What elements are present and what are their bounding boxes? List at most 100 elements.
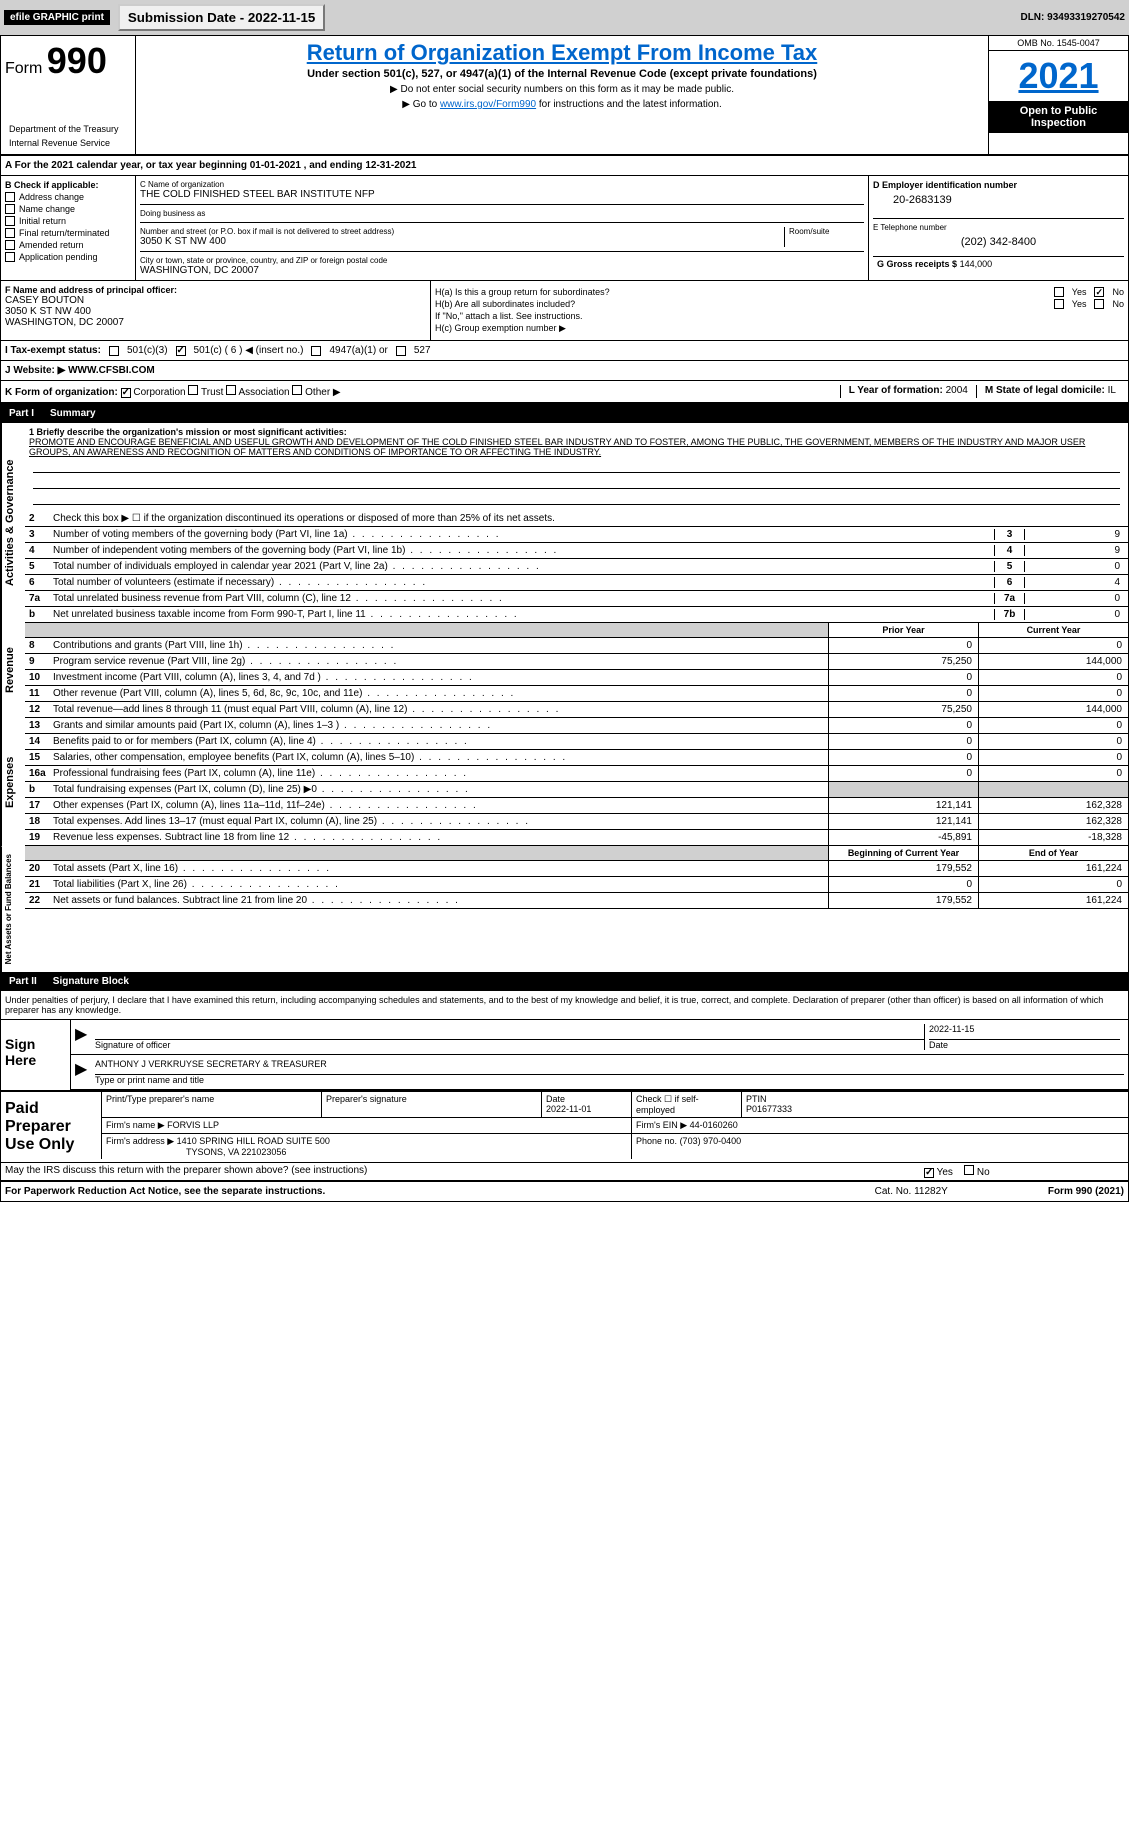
officer-addr1: 3050 K ST NW 400 <box>5 306 426 317</box>
q2-row: 2 Check this box ▶ ☐ if the organization… <box>25 511 1128 527</box>
assoc-checkbox[interactable] <box>226 385 236 395</box>
sign-here-section: Sign Here ▶ Signature of officer 2022-11… <box>1 1019 1128 1090</box>
sections-bcdeg: B Check if applicable: Address change Na… <box>1 176 1128 281</box>
paid-label: Paid Preparer Use Only <box>1 1092 101 1162</box>
firm-ein: 44-0160260 <box>690 1120 738 1130</box>
hb-yes-checkbox[interactable] <box>1054 299 1064 309</box>
tax-year[interactable]: 2021 <box>989 51 1128 101</box>
room-label: Room/suite <box>789 227 864 236</box>
mission-block: 1 Briefly describe the organization's mi… <box>25 423 1128 511</box>
self-employed-check[interactable]: Check ☐ if self-employed <box>632 1092 742 1117</box>
q1-label: 1 Briefly describe the organization's mi… <box>29 427 1124 437</box>
form-right: OMB No. 1545-0047 2021 Open to Public In… <box>988 36 1128 154</box>
form-subtitle: Under section 501(c), 527, or 4947(a)(1)… <box>140 68 984 80</box>
firm-phone: (703) 970-0400 <box>680 1136 742 1146</box>
section-h: H(a) Is this a group return for subordin… <box>431 281 1128 340</box>
527-checkbox[interactable] <box>396 346 406 356</box>
org-address: 3050 K ST NW 400 <box>140 236 784 247</box>
table-row: 9Program service revenue (Part VIII, lin… <box>25 654 1128 670</box>
table-row: 19Revenue less expenses. Subtract line 1… <box>25 830 1128 846</box>
dln-text: DLN: 93493319270542 <box>1020 12 1125 23</box>
efile-badge: efile GRAPHIC print <box>4 10 110 25</box>
expenses-label: Expenses <box>1 718 25 846</box>
table-row: bTotal fundraising expenses (Part IX, co… <box>25 782 1128 798</box>
table-row: 21Total liabilities (Part X, line 26)00 <box>25 877 1128 893</box>
checkbox-amended[interactable]: Amended return <box>5 240 131 250</box>
section-a: A For the 2021 calendar year, or tax yea… <box>1 156 1128 176</box>
phone-label: E Telephone number <box>873 223 1124 232</box>
revenue-section: Revenue Prior Year Current Year 8Contrib… <box>1 623 1128 718</box>
table-row: 4Number of independent voting members of… <box>25 543 1128 559</box>
table-row: 12Total revenue—add lines 8 through 11 (… <box>25 702 1128 718</box>
checkbox-address-change[interactable]: Address change <box>5 192 131 202</box>
table-row: bNet unrelated business taxable income f… <box>25 607 1128 623</box>
part1-title: Summary <box>50 408 96 419</box>
discuss-no-checkbox[interactable] <box>964 1165 974 1175</box>
table-row: 22Net assets or fund balances. Subtract … <box>25 893 1128 909</box>
org-name-label: C Name of organization <box>140 180 864 189</box>
sig-officer-label: Signature of officer <box>95 1040 924 1050</box>
org-name: THE COLD FINISHED STEEL BAR INSTITUTE NF… <box>140 189 864 200</box>
discuss-yes-checkbox[interactable] <box>924 1168 934 1178</box>
table-row: 8Contributions and grants (Part VIII, li… <box>25 638 1128 654</box>
ha-yes-checkbox[interactable] <box>1054 287 1064 297</box>
revenue-header: Prior Year Current Year <box>25 623 1128 638</box>
irs-link[interactable]: www.irs.gov/Form990 <box>440 99 536 110</box>
begin-year-label: Beginning of Current Year <box>828 846 978 860</box>
table-row: 7aTotal unrelated business revenue from … <box>25 591 1128 607</box>
firm-addr1: 1410 SPRING HILL ROAD SUITE 500 <box>177 1136 330 1146</box>
date-label: Date <box>929 1040 1120 1050</box>
dba-label: Doing business as <box>140 209 864 218</box>
footer-right: Form 990 (2021) <box>1048 1186 1124 1197</box>
4947-checkbox[interactable] <box>311 346 321 356</box>
org-city: WASHINGTON, DC 20007 <box>140 265 864 276</box>
header-bar: efile GRAPHIC print Submission Date - 20… <box>0 0 1129 35</box>
addr-label: Number and street (or P.O. box if mail i… <box>140 227 784 236</box>
table-row: 11Other revenue (Part VIII, column (A), … <box>25 686 1128 702</box>
section-l: L Year of formation: 2004 <box>840 385 976 398</box>
section-deg: D Employer identification number 20-2683… <box>868 176 1128 280</box>
gross-receipts: G Gross receipts $ 144,000 <box>873 257 1124 271</box>
net-header: Beginning of Current Year End of Year <box>25 846 1128 861</box>
form-center: Return of Organization Exempt From Incom… <box>136 36 988 154</box>
form-left: Form 990 Department of the Treasury Inte… <box>1 36 136 154</box>
sign-arrow-icon: ▶ <box>75 1024 95 1050</box>
form-number: 990 <box>47 40 107 81</box>
corp-checkbox[interactable] <box>121 388 131 398</box>
paid-preparer-section: Paid Preparer Use Only Print/Type prepar… <box>1 1090 1128 1162</box>
sign-arrow2-icon: ▶ <box>75 1059 95 1085</box>
table-row: 3Number of voting members of the governi… <box>25 527 1128 543</box>
trust-checkbox[interactable] <box>188 385 198 395</box>
ha-no-checkbox[interactable] <box>1094 287 1104 297</box>
phone-value: (202) 342-8400 <box>873 232 1124 252</box>
penalty-text: Under penalties of perjury, I declare th… <box>1 991 1128 1019</box>
footer-left: For Paperwork Reduction Act Notice, see … <box>5 1186 875 1197</box>
form-title[interactable]: Return of Organization Exempt From Incom… <box>140 40 984 66</box>
section-j: J Website: ▶ WWW.CFSBI.COM <box>1 361 1128 381</box>
501c-checkbox[interactable] <box>176 346 186 356</box>
footer-center: Cat. No. 11282Y <box>875 1186 948 1197</box>
hb-no-checkbox[interactable] <box>1094 299 1104 309</box>
501c3-checkbox[interactable] <box>109 346 119 356</box>
discuss-row: May the IRS discuss this return with the… <box>1 1162 1128 1181</box>
submission-date-button[interactable]: Submission Date - 2022-11-15 <box>118 4 325 31</box>
checkbox-name-change[interactable]: Name change <box>5 204 131 214</box>
section-b-header: B Check if applicable: <box>5 180 131 190</box>
table-row: 15Salaries, other compensation, employee… <box>25 750 1128 766</box>
mission-text: PROMOTE AND ENCOURAGE BENEFICIAL AND USE… <box>29 437 1124 457</box>
checkbox-final-return[interactable]: Final return/terminated <box>5 228 131 238</box>
print-name-label: Print/Type preparer's name <box>102 1092 322 1117</box>
checkbox-application[interactable]: Application pending <box>5 252 131 262</box>
officer-addr2: WASHINGTON, DC 20007 <box>5 317 426 328</box>
table-row: 6Total number of volunteers (estimate if… <box>25 575 1128 591</box>
prep-sig-label: Preparer's signature <box>322 1092 542 1117</box>
part2-header: Part II Signature Block <box>1 972 1128 991</box>
section-k: K Form of organization: Corporation Trus… <box>5 385 840 398</box>
checkbox-initial-return[interactable]: Initial return <box>5 216 131 226</box>
prior-year-label: Prior Year <box>828 623 978 637</box>
hc-label: H(c) Group exemption number ▶ <box>435 323 566 334</box>
revenue-label: Revenue <box>1 623 25 718</box>
other-checkbox[interactable] <box>292 385 302 395</box>
hb-label: H(b) Are all subordinates included? <box>435 299 575 309</box>
website-value: WWW.CFSBI.COM <box>68 365 155 376</box>
